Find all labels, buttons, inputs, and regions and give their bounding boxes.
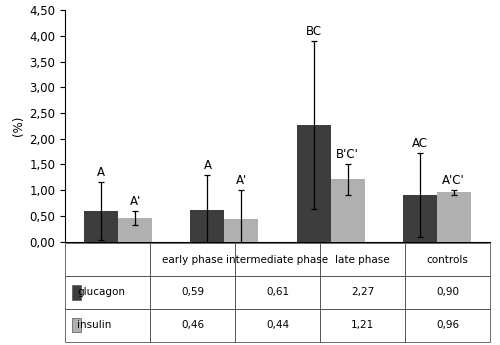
Text: early phase: early phase: [162, 255, 223, 265]
Bar: [65, 309, 150, 342]
Bar: [65, 243, 150, 276]
Bar: [190, 210, 224, 241]
Bar: [405, 276, 490, 309]
Bar: [84, 211, 118, 241]
Bar: [436, 192, 470, 242]
Text: 0,44: 0,44: [266, 320, 289, 330]
Text: B'C': B'C': [336, 148, 359, 161]
Bar: [65, 276, 150, 309]
Bar: [405, 309, 490, 342]
Text: 0,61: 0,61: [266, 287, 289, 297]
Bar: [224, 219, 258, 241]
Text: 0,46: 0,46: [181, 320, 204, 330]
Bar: [405, 243, 490, 276]
Bar: [330, 179, 364, 242]
Bar: [118, 218, 152, 241]
Text: 2,27: 2,27: [351, 287, 374, 297]
Text: 0,90: 0,90: [436, 287, 459, 297]
Bar: [235, 243, 320, 276]
Text: A': A': [236, 174, 247, 187]
Bar: [150, 276, 235, 309]
Text: late phase: late phase: [335, 255, 390, 265]
Text: insulin: insulin: [77, 320, 112, 330]
Bar: [72, 318, 81, 332]
Bar: [150, 309, 235, 342]
Bar: [402, 195, 436, 242]
Text: glucagon: glucagon: [77, 287, 125, 297]
Bar: [320, 309, 405, 342]
Y-axis label: (%): (%): [12, 116, 25, 136]
Bar: [320, 243, 405, 276]
Text: A: A: [204, 159, 212, 172]
Text: 0,59: 0,59: [181, 287, 204, 297]
Text: intermediate phase: intermediate phase: [226, 255, 328, 265]
Text: BC: BC: [306, 25, 322, 38]
Bar: [235, 309, 320, 342]
Text: AC: AC: [412, 137, 428, 150]
Text: controls: controls: [426, 255, 469, 265]
Text: 1,21: 1,21: [351, 320, 374, 330]
Bar: [296, 125, 330, 242]
Text: A: A: [98, 166, 106, 179]
Text: 0,96: 0,96: [436, 320, 459, 330]
Bar: [72, 285, 81, 299]
Bar: [150, 243, 235, 276]
Text: A': A': [130, 195, 141, 208]
Bar: [320, 276, 405, 309]
Bar: [235, 276, 320, 309]
Text: A'C': A'C': [442, 174, 465, 187]
